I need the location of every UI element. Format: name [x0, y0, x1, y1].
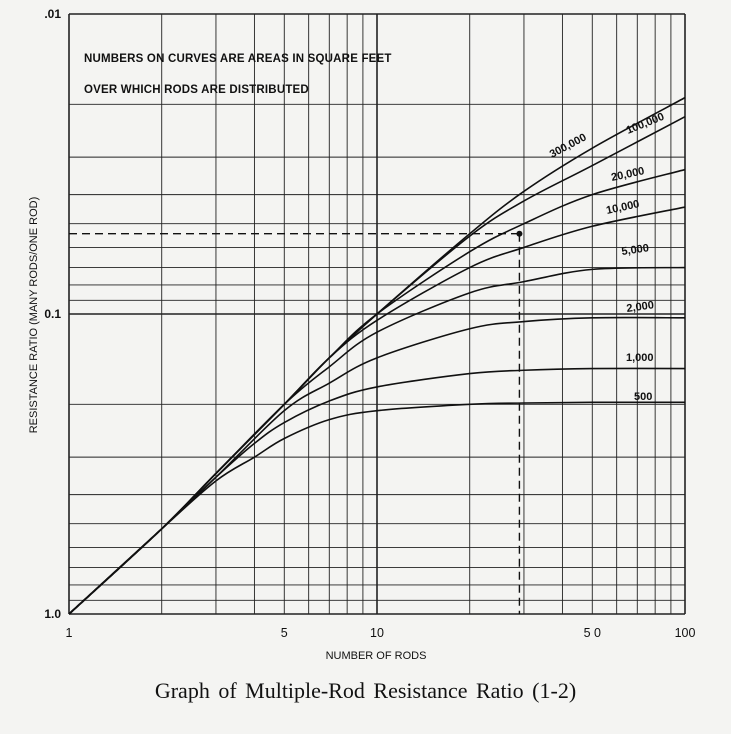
y-axis-title: RESISTANCE RATIO (MANY RODS/ONE ROD) — [28, 197, 40, 434]
x-tick-label: 100 — [675, 626, 696, 640]
chart-grid — [68, 13, 686, 615]
x-tick-label: 5 0 — [584, 626, 601, 640]
y-tick-label: .01 — [44, 7, 61, 21]
x-tick-label: 5 — [281, 626, 288, 640]
note-line-1: NUMBERS ON CURVES ARE AREAS IN SQUARE FE… — [84, 53, 392, 65]
series-label: 100,000 — [625, 111, 666, 137]
chart-curve-labels: 5001,0002,0005,00010,00020,000100,000300… — [548, 111, 666, 403]
series-label: 1,000 — [626, 352, 654, 364]
y-tick-label: 0.1 — [44, 307, 61, 321]
x-tick-label: 10 — [370, 626, 384, 640]
series-label: 2,000 — [626, 299, 655, 315]
figure-caption: Graph of Multiple-Rod Resistance Ratio (… — [154, 678, 577, 703]
x-tick-label: 1 — [66, 626, 73, 640]
chart-series — [68, 96, 686, 615]
chart-tick-labels: .010.11.01 5 10 5 0 100 — [44, 7, 695, 640]
y-tick-label: 1.0 — [44, 607, 61, 621]
series-label: 5,000 — [621, 242, 650, 258]
x-axis-title: NUMBER OF RODS — [326, 650, 427, 662]
note-line-2: OVER WHICH RODS ARE DISTRIBUTED — [84, 84, 309, 96]
series-label: 10,000 — [605, 198, 640, 217]
chart-highlight — [69, 230, 523, 614]
series-label: 300,000 — [548, 131, 589, 160]
series-label: 500 — [634, 391, 652, 403]
series-line — [68, 96, 686, 615]
highlight-point — [516, 230, 523, 237]
